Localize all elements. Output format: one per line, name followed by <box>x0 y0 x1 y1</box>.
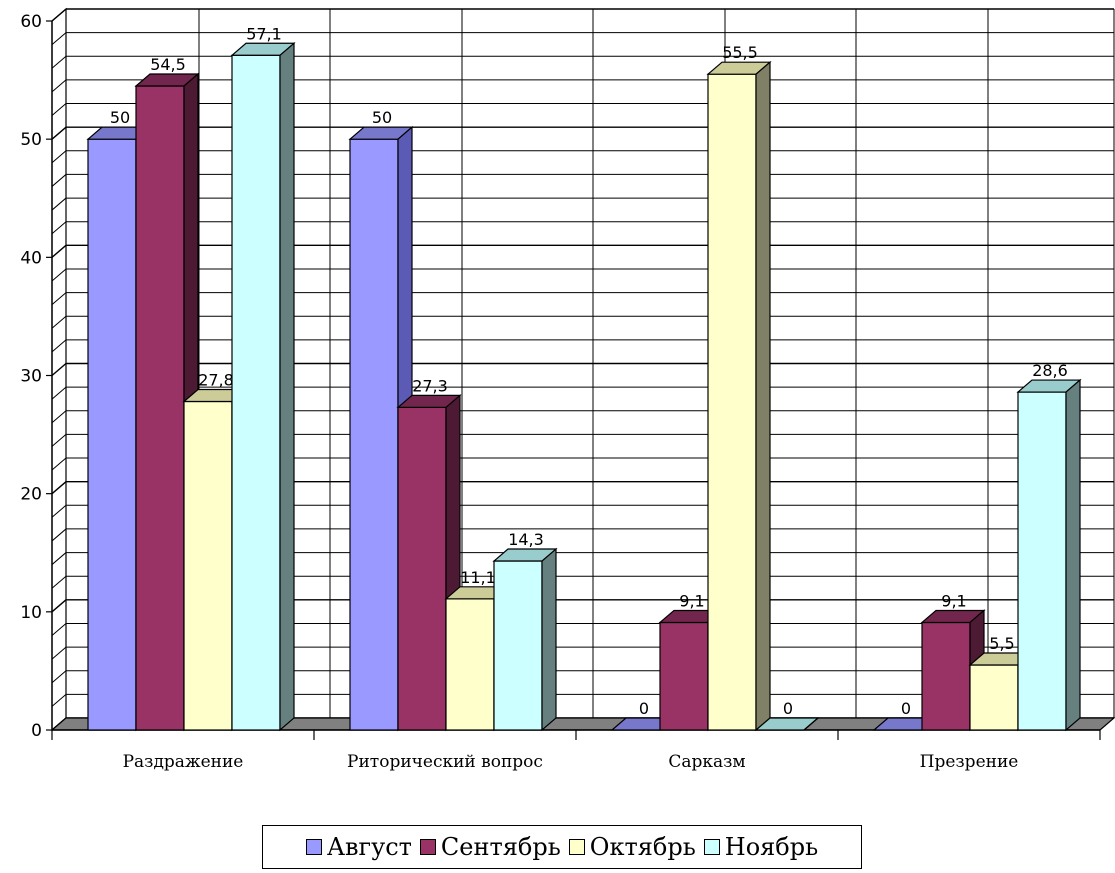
data-label: 57,1 <box>246 24 282 43</box>
bar <box>445 598 495 731</box>
wall-gridline-diagonal <box>51 504 67 518</box>
wall-gridline-diagonal <box>51 410 67 424</box>
wall-gridline-diagonal <box>51 8 67 22</box>
bar <box>921 621 971 731</box>
data-label: 50 <box>372 108 392 127</box>
wall-gridline-diagonal <box>51 386 67 400</box>
y-tick-label: 10 <box>20 603 42 623</box>
legend-swatch-september <box>419 839 436 855</box>
data-label: 11,1 <box>460 568 496 587</box>
wall-gridline-diagonal <box>51 670 67 684</box>
wall-gridline-diagonal <box>51 221 67 235</box>
wall-gridline-diagonal <box>51 32 67 46</box>
data-label: 54,5 <box>150 55 186 74</box>
legend-swatch-november <box>703 839 720 855</box>
bar <box>707 73 757 731</box>
bar <box>349 138 399 731</box>
legend: Август Сентябрь Октябрь Ноябрь <box>262 825 862 869</box>
legend-label-october: Октябрь <box>589 833 696 861</box>
wall-gridline-diagonal <box>51 150 67 164</box>
bar <box>87 138 137 731</box>
wall-gridline-diagonal <box>51 646 67 660</box>
x-tick-label: Риторический вопрос <box>347 752 543 772</box>
bar <box>397 406 447 731</box>
legend-label-november: Ноябрь <box>724 833 819 861</box>
y-tick-label: 60 <box>20 12 42 32</box>
bar-side <box>1065 378 1081 732</box>
data-label: 9,1 <box>941 591 966 610</box>
wall-gridline-diagonal <box>51 693 67 707</box>
wall-gridline-diagonal <box>51 362 67 377</box>
y-tick-label: 50 <box>20 130 42 150</box>
x-tick-label: Презрение <box>920 752 1019 772</box>
bar <box>1017 391 1067 731</box>
wall-gridline-diagonal <box>51 575 67 589</box>
wall-gridline-diagonal <box>51 623 67 636</box>
legend-item-september: Сентябрь <box>419 833 561 861</box>
x-tick-label: Сарказм <box>668 752 745 772</box>
bar <box>183 400 233 731</box>
wall-gridline-diagonal <box>51 197 67 211</box>
data-label: 5,5 <box>989 634 1014 653</box>
wall-gridline-diagonal <box>51 434 67 447</box>
data-label: 50 <box>110 108 130 127</box>
legend-label-september: Сентябрь <box>440 833 561 861</box>
wall-gridline-diagonal <box>51 103 67 116</box>
y-tick-label: 0 <box>31 721 42 741</box>
wall-gridline-diagonal <box>51 126 67 140</box>
wall-gridline-diagonal <box>51 599 67 613</box>
wall-gridline-diagonal <box>51 457 67 471</box>
bar <box>231 54 281 731</box>
wall-gridline-diagonal <box>51 339 67 353</box>
wall-gridline-diagonal <box>51 174 67 187</box>
y-tick-label: 20 <box>20 485 42 505</box>
wall-gridline-diagonal <box>51 268 67 282</box>
data-label: 28,6 <box>1032 361 1068 380</box>
bar <box>493 560 543 731</box>
bar-side <box>541 547 557 732</box>
legend-item-november: Ноябрь <box>703 833 819 861</box>
wall-gridline-diagonal <box>51 552 67 565</box>
wall-gridline-diagonal <box>51 244 67 258</box>
data-label: 0 <box>901 699 911 718</box>
data-label: 9,1 <box>679 591 704 610</box>
legend-item-october: Октябрь <box>568 833 696 861</box>
data-label: 55,5 <box>722 43 758 62</box>
wall-gridline-diagonal <box>51 79 67 93</box>
y-tick-label: 30 <box>20 367 42 387</box>
wall-gridline-diagonal <box>51 528 67 542</box>
data-label: 27,3 <box>412 376 448 395</box>
bar-side <box>755 60 771 732</box>
y-tick-label: 40 <box>20 248 42 268</box>
wall-gridline-diagonal <box>51 55 67 69</box>
wall-gridline-diagonal <box>51 315 67 329</box>
legend-label-august: Август <box>326 833 412 861</box>
x-tick-label: Раздражение <box>123 752 244 772</box>
bar <box>659 621 709 731</box>
bar-side <box>803 717 819 731</box>
data-label: 0 <box>783 699 793 718</box>
bar <box>135 85 185 731</box>
data-label: 14,3 <box>508 530 544 549</box>
bar <box>969 664 1019 731</box>
bar-side <box>279 41 295 732</box>
wall-gridline-diagonal <box>51 481 67 495</box>
data-label: 27,8 <box>198 370 234 389</box>
legend-swatch-october <box>568 839 585 855</box>
legend-item-august: Август <box>305 833 412 861</box>
legend-swatch-august <box>305 839 322 855</box>
wall-gridline-diagonal <box>51 292 67 305</box>
data-label: 0 <box>639 699 649 718</box>
